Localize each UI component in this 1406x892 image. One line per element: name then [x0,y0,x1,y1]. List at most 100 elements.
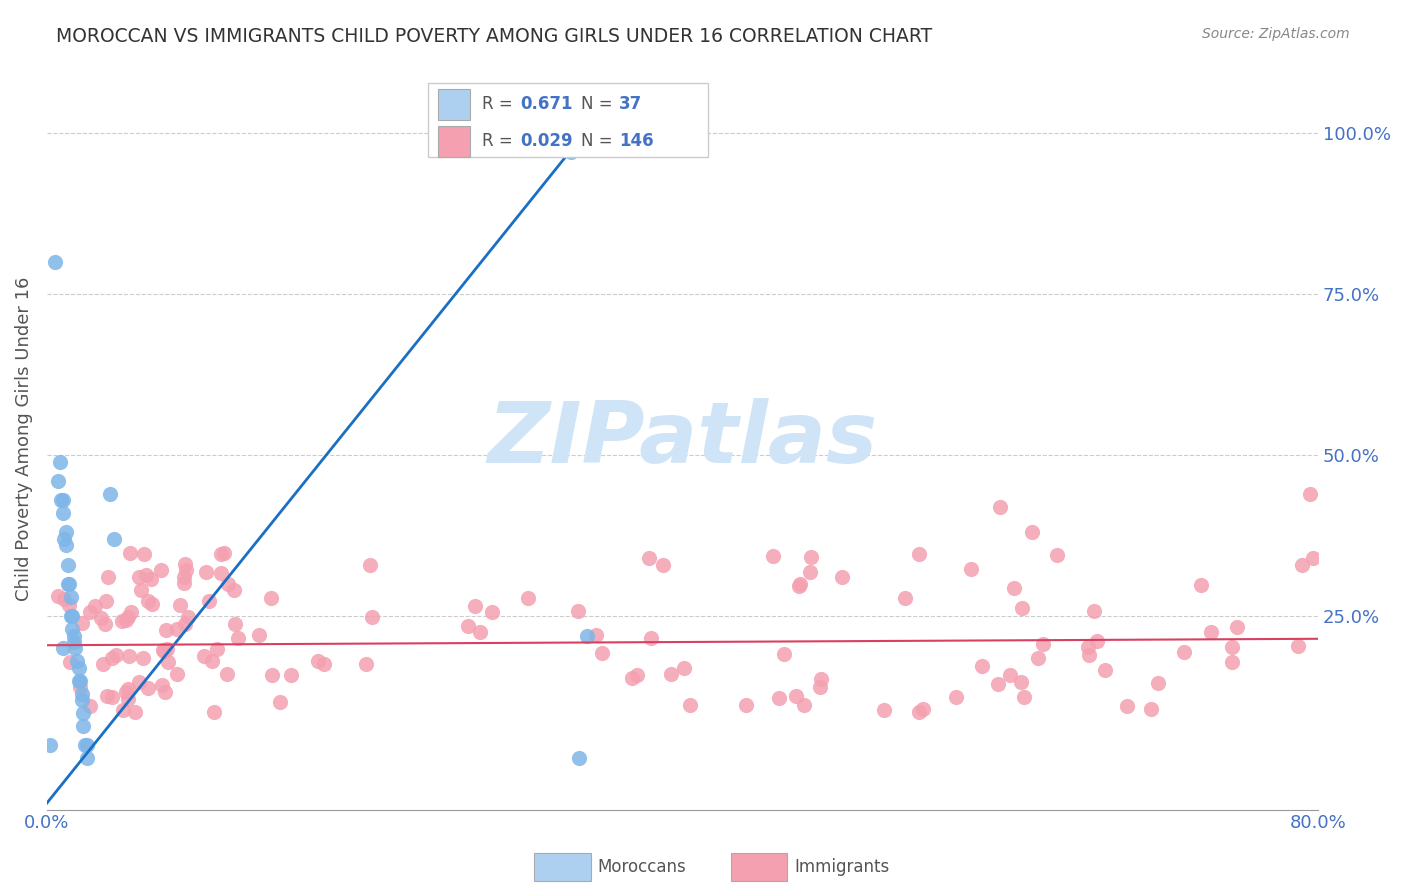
Point [1299,487,1322,501]
Point [785,689,807,703]
Point [155,624,177,638]
Point [69,673,91,688]
Point [226,631,249,645]
Point [873,703,896,717]
Point [128,569,150,583]
Point [762,549,785,564]
Point [176,610,198,624]
Point [793,698,815,713]
Point [111,614,134,628]
Point [209,566,232,581]
Point [1000,667,1022,681]
Text: 146: 146 [619,132,654,150]
Point [153,685,176,699]
Point [51,493,73,508]
Point [128,674,150,689]
Point [136,681,159,696]
Point [1010,675,1032,690]
Point [591,646,613,660]
Point [217,577,239,591]
Point [58,599,80,613]
Point [1002,581,1025,595]
Point [83,599,105,614]
FancyBboxPatch shape [439,126,470,157]
Point [118,648,141,663]
Point [156,655,179,669]
Point [673,660,696,674]
Point [567,604,589,618]
Point [58,577,80,591]
Point [67,673,90,688]
Point [987,676,1010,690]
Point [52,506,75,520]
Point [59,609,82,624]
Point [166,666,188,681]
Point [52,493,75,508]
Point [361,609,384,624]
Point [202,706,225,720]
Point [1199,625,1222,640]
Point [215,667,238,681]
Text: N =: N = [581,132,617,150]
Point [207,641,229,656]
Point [60,622,83,636]
Point [39,738,62,752]
Point [1302,551,1324,566]
Point [193,648,215,663]
Point [70,693,93,707]
Point [1021,525,1043,540]
Point [1014,690,1036,705]
Text: MOROCCAN VS IMMIGRANTS CHILD POVERTY AMONG GIRLS UNDER 16 CORRELATION CHART: MOROCCAN VS IMMIGRANTS CHILD POVERTY AMO… [56,27,932,45]
Point [1078,648,1101,662]
Point [72,706,94,720]
Point [46,590,69,604]
Point [468,624,491,639]
Point [1032,637,1054,651]
Point [1147,675,1170,690]
Point [55,538,77,552]
Text: Moroccans: Moroccans [598,858,686,876]
Point [150,678,173,692]
Point [1026,650,1049,665]
Text: 37: 37 [619,95,643,113]
FancyBboxPatch shape [439,88,470,120]
Point [1115,698,1137,713]
Point [115,685,138,699]
Point [1087,634,1109,648]
Point [173,557,195,571]
Point [679,698,702,713]
Point [988,500,1011,514]
Point [1077,640,1099,654]
Point [911,701,934,715]
Point [576,629,599,643]
Text: 0.671: 0.671 [520,95,572,113]
Point [1220,656,1243,670]
Point [63,635,86,649]
Point [908,705,931,719]
Text: Immigrants: Immigrants [794,858,890,876]
Point [101,690,124,705]
Point [65,641,87,656]
Point [810,673,832,687]
Point [67,661,90,675]
Point [201,654,224,668]
Point [174,616,197,631]
Point [53,532,76,546]
Point [517,591,540,605]
Point [131,650,153,665]
Point [224,616,246,631]
Point [970,658,993,673]
Point [173,570,195,584]
Point [104,648,127,663]
Point [96,594,118,608]
FancyBboxPatch shape [429,83,709,158]
Point [1046,548,1069,562]
Point [56,558,79,572]
Point [314,657,336,672]
Point [169,598,191,612]
Point [139,572,162,586]
Point [120,605,142,619]
Y-axis label: Child Poverty Among Girls Under 16: Child Poverty Among Girls Under 16 [15,277,32,601]
Point [359,558,381,573]
Point [96,689,118,703]
